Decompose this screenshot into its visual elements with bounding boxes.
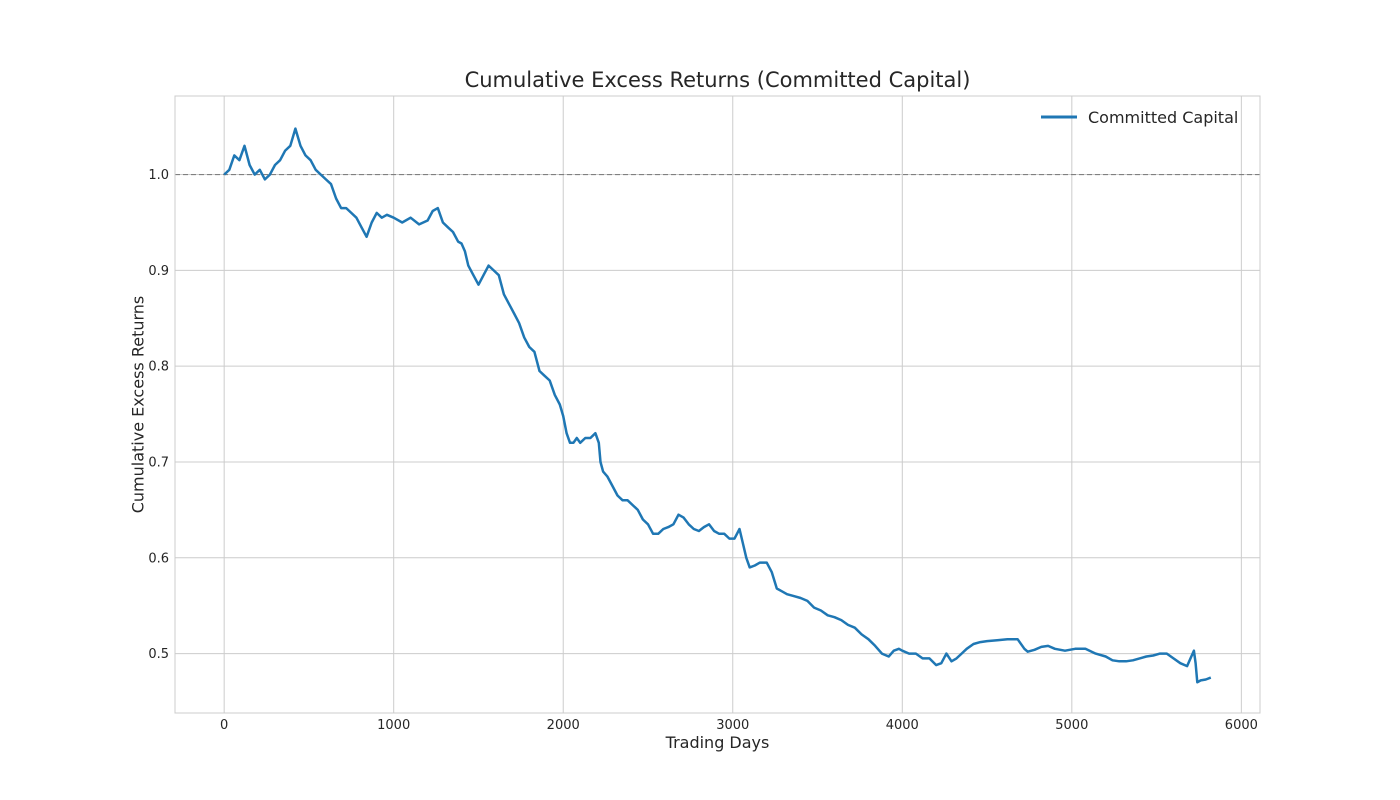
y-axis-label: Cumulative Excess Returns [129,296,148,514]
x-tick-label: 2000 [547,718,580,733]
y-tick-label: 0.7 [148,455,169,470]
x-tick-label: 3000 [716,718,749,733]
y-tick-label: 0.5 [148,647,169,662]
y-tick-label: 1.0 [148,168,169,183]
y-tick-label: 0.6 [148,551,169,566]
x-axis-ticks: 0 1000 2000 3000 4000 5000 6000 [220,718,1258,733]
series-group [223,127,1212,684]
legend-label: Committed Capital [1088,108,1238,127]
plot-area [174,95,1261,714]
grid-lines [175,96,1260,713]
x-tick-label: 0 [220,718,228,733]
plot-frame [174,95,1261,714]
legend: Committed Capital [1041,108,1238,127]
chart-title: Cumulative Excess Returns (Committed Cap… [465,68,971,92]
x-axis-label: Trading Days [665,733,770,752]
x-tick-label: 5000 [1055,718,1088,733]
y-tick-label: 0.8 [148,360,169,375]
x-tick-label: 4000 [886,718,919,733]
y-tick-label: 0.9 [148,264,169,279]
series-line [223,127,1212,684]
y-axis-ticks: 0.5 0.6 0.7 0.8 0.9 1.0 [148,168,169,662]
x-tick-label: 6000 [1225,718,1258,733]
x-tick-label: 1000 [377,718,410,733]
